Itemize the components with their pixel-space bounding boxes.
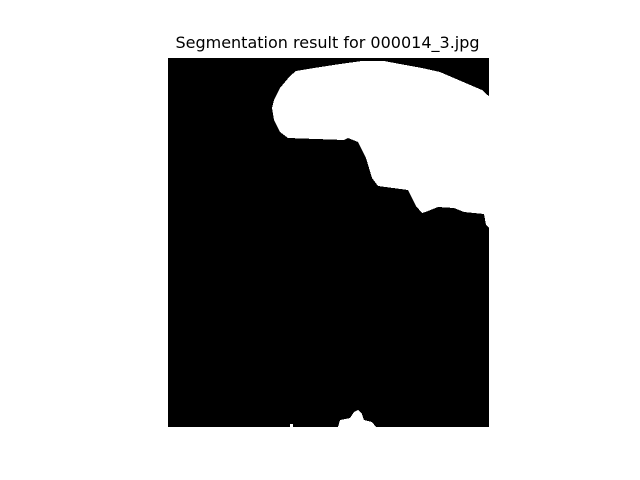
mask-foreground-upper-region xyxy=(272,61,489,228)
segmentation-mask-image xyxy=(168,58,489,427)
mask-foreground-bottom-region xyxy=(338,410,376,427)
figure-title: Segmentation result for 000014_3.jpg xyxy=(175,33,480,52)
mask-foreground-bottom-speck xyxy=(290,424,293,427)
